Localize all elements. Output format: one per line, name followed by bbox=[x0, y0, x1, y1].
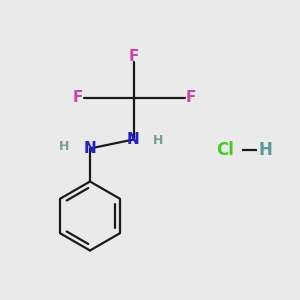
Text: H: H bbox=[59, 140, 70, 154]
Text: F: F bbox=[128, 49, 139, 64]
Text: N: N bbox=[127, 132, 140, 147]
Text: F: F bbox=[72, 90, 82, 105]
Text: Cl: Cl bbox=[216, 141, 234, 159]
Text: H: H bbox=[153, 134, 163, 147]
Text: N: N bbox=[84, 141, 96, 156]
Text: H: H bbox=[259, 141, 272, 159]
Text: F: F bbox=[186, 90, 196, 105]
